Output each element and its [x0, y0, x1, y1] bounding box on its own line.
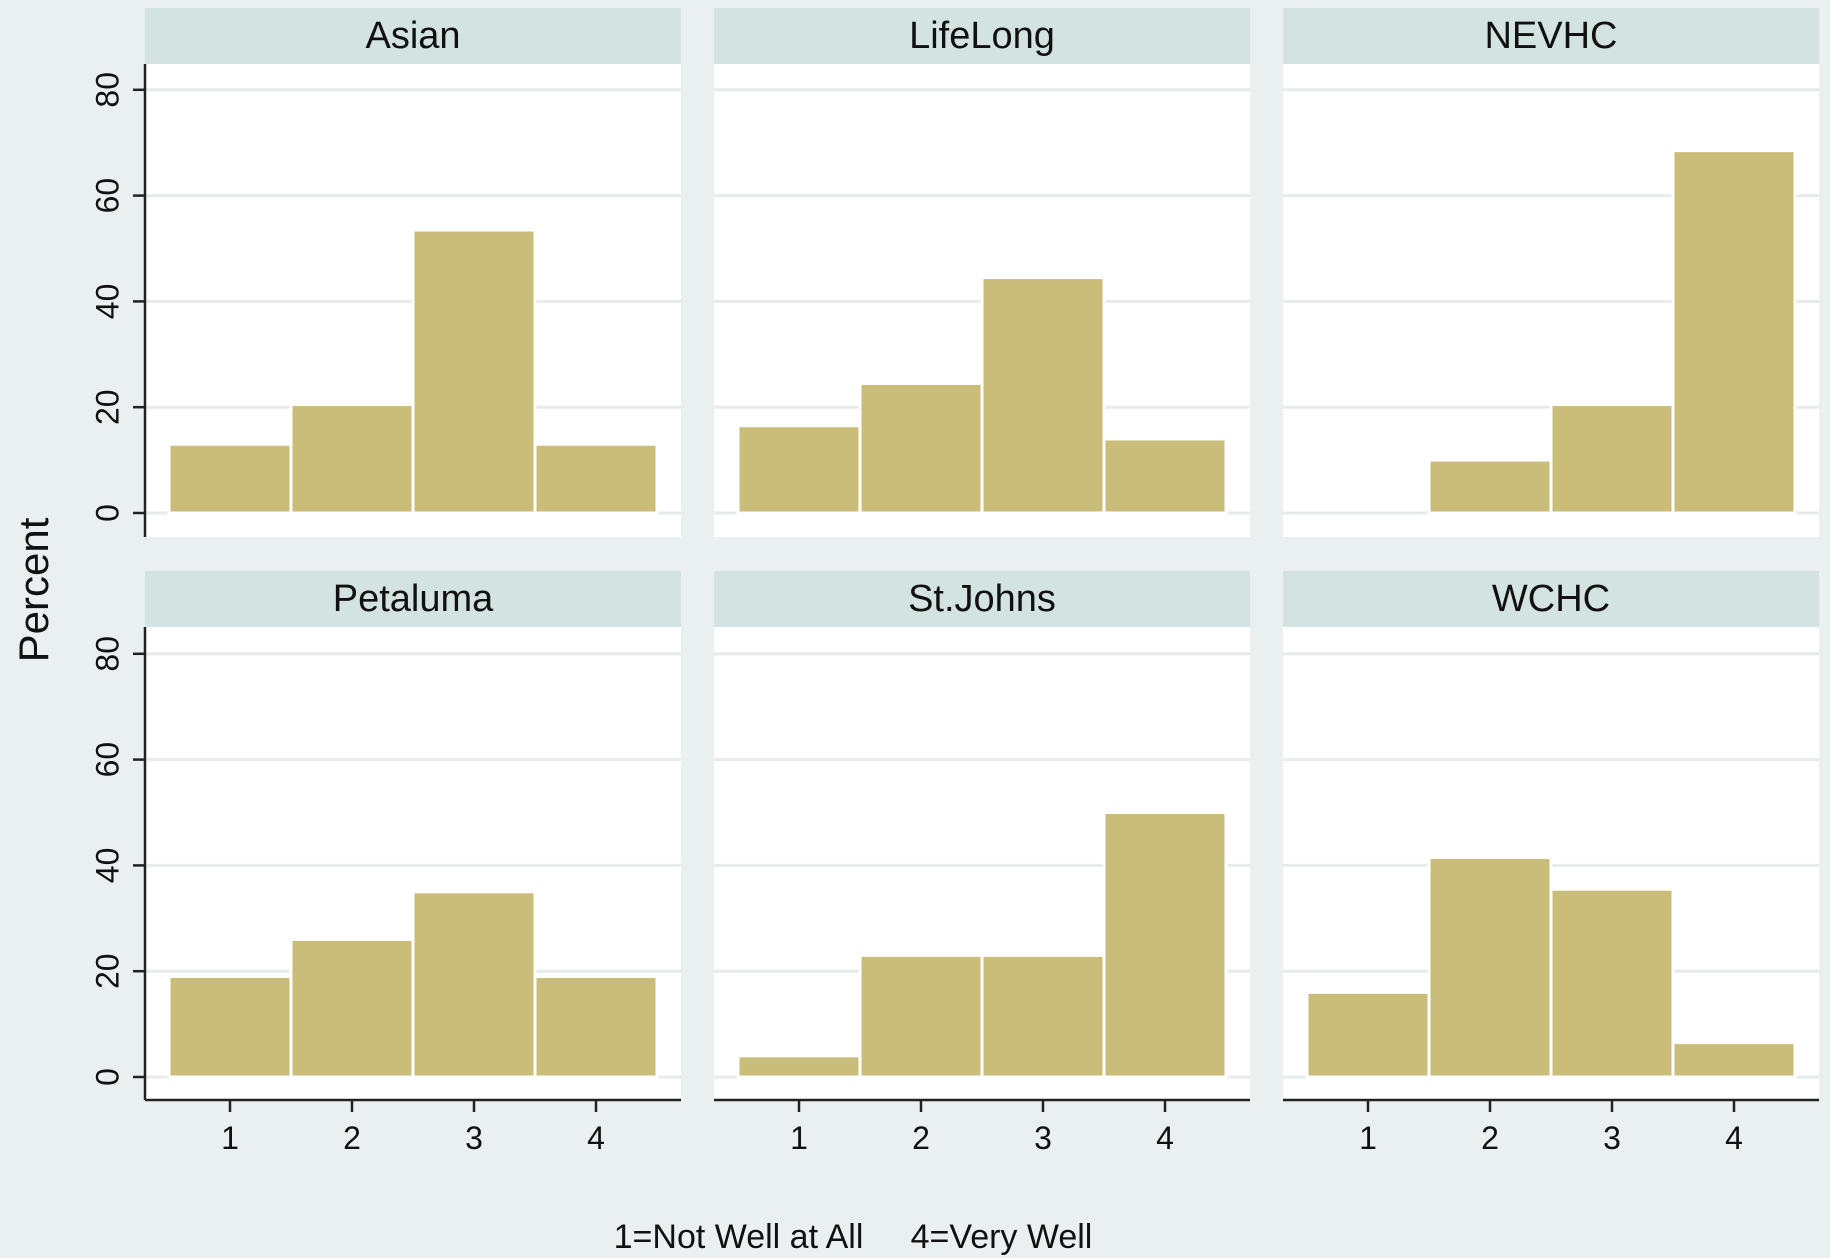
- x-tick-label: 2: [343, 1120, 361, 1156]
- facet-panel: WCHC: [1283, 571, 1819, 1100]
- histogram-bar: [167, 974, 293, 1079]
- histogram-bar: [1671, 1041, 1797, 1079]
- histogram-bar: [167, 442, 293, 515]
- histogram-bar: [858, 953, 984, 1079]
- y-tick-label: 0: [89, 504, 125, 522]
- histogram-bar: [858, 381, 984, 515]
- y-axis-title: Percent: [10, 517, 57, 662]
- x-tick-label: 2: [1481, 1120, 1499, 1156]
- histogram-bar: [1427, 855, 1553, 1079]
- histogram-bar: [411, 890, 537, 1079]
- histogram-bar: [1305, 990, 1431, 1079]
- histogram-bar: [1549, 403, 1675, 515]
- histogram-bar: [289, 403, 415, 515]
- y-tick-label: 0: [89, 1068, 125, 1086]
- x-tick-label: 4: [587, 1120, 605, 1156]
- facet-title: Asian: [365, 15, 460, 57]
- x-tick-label: 3: [1034, 1120, 1052, 1156]
- axes-layer: 0 20 40 60 80 0 20 40 60 80 1 2 3 4 1 2 3 4 1 2 3 4: [89, 64, 1819, 1156]
- histogram-bar: [736, 424, 862, 515]
- histogram-bar: [980, 276, 1106, 515]
- facet-strip: [1283, 8, 1819, 64]
- histogram-bar: [411, 228, 537, 515]
- x-tick-label: 1: [790, 1120, 808, 1156]
- histogram-bar: [1427, 458, 1553, 515]
- x-tick-label: 4: [1725, 1120, 1743, 1156]
- y-tick-label: 80: [89, 72, 125, 108]
- x-tick-label: 1: [221, 1120, 239, 1156]
- x-tick-label: 2: [912, 1120, 930, 1156]
- facet-title: LifeLong: [909, 15, 1055, 57]
- facet-panel: Petaluma: [145, 571, 681, 1100]
- facet-panel: Asian: [145, 8, 681, 537]
- facet-title: Petaluma: [333, 578, 494, 620]
- y-tick-label: 60: [89, 742, 125, 778]
- x-tick-label: 4: [1156, 1120, 1174, 1156]
- facet-strip: [145, 8, 681, 64]
- histogram-bar: [1549, 887, 1675, 1079]
- histogram-bar: [1102, 437, 1228, 515]
- histogram-bar: [289, 937, 415, 1079]
- facet-panel: LifeLong: [714, 8, 1250, 537]
- y-tick-label: 80: [89, 636, 125, 672]
- facet-title: St.Johns: [908, 578, 1056, 620]
- y-tick-label: 20: [89, 953, 125, 989]
- facet-strip: [145, 571, 681, 627]
- facet-strip: [1283, 571, 1819, 627]
- histogram-bar: [1102, 811, 1228, 1079]
- y-tick-label: 40: [89, 848, 125, 884]
- x-axis-note: 1=Not Well at All 4=Very Well: [614, 1218, 1093, 1256]
- panels-layer: Asian LifeLong NEVHC Petaluma St.Johns WCHC: [145, 8, 1819, 1100]
- x-tick-label: 3: [1603, 1120, 1621, 1156]
- histogram-bar: [736, 1054, 862, 1079]
- histogram-bar: [1671, 149, 1797, 515]
- y-tick-label: 60: [89, 178, 125, 214]
- histogram-bar: [533, 974, 659, 1079]
- x-tick-label: 3: [465, 1120, 483, 1156]
- facet-panel: St.Johns: [714, 571, 1250, 1100]
- facet-title: NEVHC: [1484, 15, 1617, 57]
- y-tick-label: 40: [89, 284, 125, 320]
- histogram-bar: [980, 953, 1106, 1079]
- facet-strip: [714, 8, 1250, 64]
- y-tick-label: 20: [89, 389, 125, 425]
- facet-title: WCHC: [1492, 578, 1610, 620]
- x-tick-label: 1: [1359, 1120, 1377, 1156]
- facet-panel: NEVHC: [1283, 8, 1819, 537]
- facet-strip: [714, 571, 1250, 627]
- histogram-bar: [533, 442, 659, 515]
